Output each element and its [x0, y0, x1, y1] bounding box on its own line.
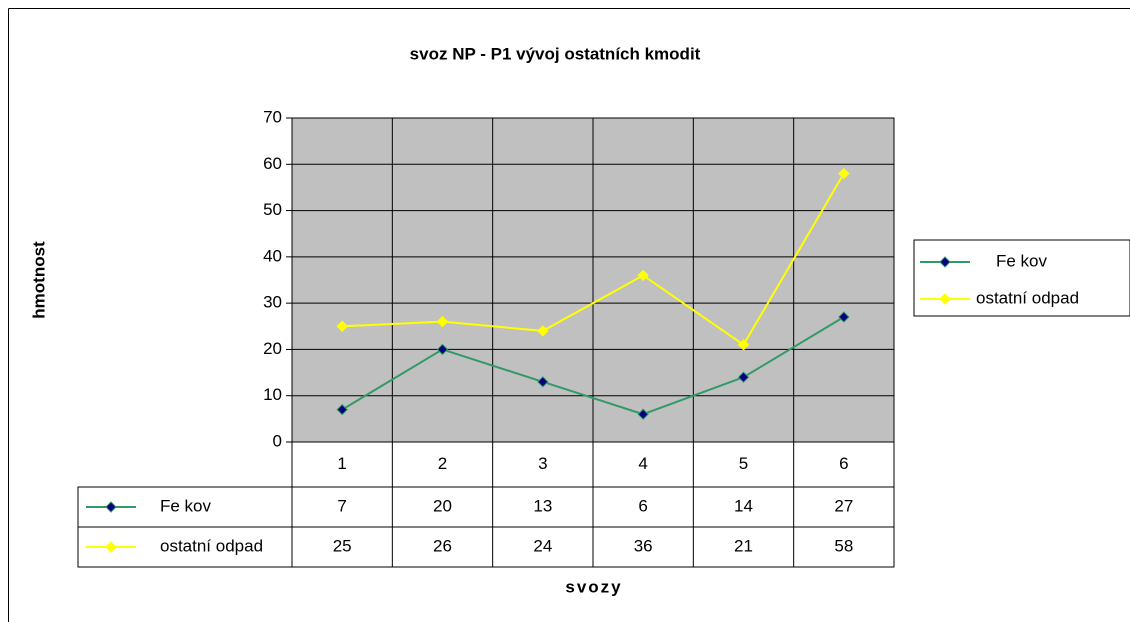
data-table-value: 14: [734, 496, 753, 515]
x-tick-label: 2: [438, 454, 447, 473]
point-marker: [838, 167, 850, 180]
data-table-value: 7: [337, 496, 346, 515]
point-marker: [436, 315, 449, 328]
point-marker: [838, 311, 850, 323]
point-marker: [637, 408, 649, 420]
y-tick-label: 70: [263, 107, 282, 126]
y-tick-label: 60: [263, 154, 282, 173]
data-table-value: 24: [533, 536, 552, 555]
y-axis-label: hmotnost: [29, 241, 48, 319]
data-table-value: 27: [834, 496, 853, 515]
y-tick-label: 10: [263, 385, 282, 404]
y-tick-label: 50: [263, 200, 282, 219]
point-marker: [737, 371, 750, 383]
legend-label: Fe kov: [996, 251, 1048, 270]
x-axis-label: svozy: [565, 577, 622, 596]
legend-marker: [105, 541, 117, 553]
data-table-series-name: ostatní odpad: [160, 536, 263, 555]
x-tick-label: 4: [638, 454, 647, 473]
series-line: [342, 173, 845, 347]
data-table-value: 25: [333, 536, 352, 555]
legend-marker: [105, 501, 117, 513]
series-line: [341, 316, 845, 416]
point-marker: [537, 325, 549, 337]
data-table-value: 21: [734, 536, 753, 555]
data-table-value: 58: [834, 536, 853, 555]
x-tick-label: 5: [739, 454, 748, 473]
legend-marker: [939, 293, 951, 305]
point-marker: [737, 339, 750, 351]
point-marker: [336, 320, 348, 332]
y-tick-label: 0: [273, 431, 282, 450]
legend: [913, 239, 1130, 317]
data-table-value: 26: [433, 536, 452, 555]
data-table-value: 20: [433, 496, 452, 515]
data-table-value: 6: [638, 496, 647, 515]
chart-title: svoz NP - P1 vývoj ostatních kmodit: [410, 44, 701, 63]
point-marker: [336, 403, 348, 416]
x-tick-label: 6: [839, 454, 848, 473]
data-table-series-name: Fe kov: [160, 496, 212, 515]
data-table-value: 36: [634, 536, 653, 555]
y-tick-label: 40: [263, 246, 282, 265]
x-tick-label: 3: [538, 454, 547, 473]
point-marker: [537, 376, 549, 388]
data-table-value: 13: [533, 496, 552, 515]
y-tick-label: 20: [263, 339, 282, 358]
point-marker: [436, 343, 449, 356]
y-tick-label: 30: [263, 293, 282, 312]
legend-label: ostatní odpad: [976, 288, 1079, 307]
point-marker: [637, 269, 649, 282]
x-tick-label: 1: [337, 454, 346, 473]
legend-marker: [939, 256, 951, 268]
